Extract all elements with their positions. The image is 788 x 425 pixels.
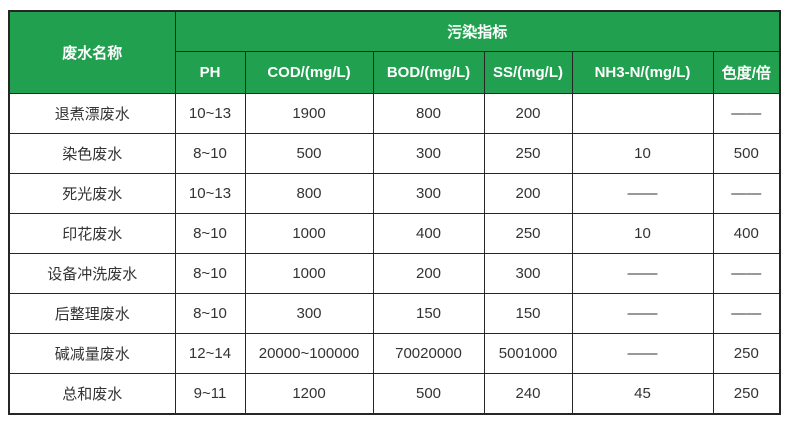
table-row: 印花废水 8~10 1000 400 250 10 400 bbox=[8, 213, 781, 254]
table-cell: 200 bbox=[483, 173, 573, 214]
table-row: 设备冲洗废水 8~10 1000 200 300 —— —— bbox=[8, 253, 781, 294]
table-row: 后整理废水 8~10 300 150 150 —— —— bbox=[8, 293, 781, 334]
table-row: 退煮漂废水 10~13 1900 800 200 —— bbox=[8, 93, 781, 134]
row-name: 总和废水 bbox=[8, 373, 176, 415]
table-cell: —— bbox=[571, 293, 714, 334]
row-name: 设备冲洗废水 bbox=[8, 253, 176, 294]
wastewater-pollution-table: 废水名称 污染指标 PH COD/(mg/L) BOD/(mg/L) SS/(mg/L… bbox=[8, 10, 782, 415]
table-cell bbox=[571, 93, 714, 134]
table-cell: 9~11 bbox=[174, 373, 246, 415]
row-name: 印花废水 bbox=[8, 213, 176, 254]
table-cell: 500 bbox=[712, 133, 781, 174]
table-cell: 200 bbox=[483, 93, 573, 134]
table-body: 退煮漂废水 10~13 1900 800 200 —— 染色废水 8~10 500 300 250 1… bbox=[8, 93, 781, 415]
table-cell: 45 bbox=[571, 373, 714, 415]
table-cell: —— bbox=[571, 333, 714, 374]
header-columns-row: PH COD/(mg/L) BOD/(mg/L) SS/(mg/L) NH3-N/(mg… bbox=[9, 51, 781, 94]
corner-header-wastewater-name: 废水名称 bbox=[8, 10, 176, 94]
table-cell: —— bbox=[712, 293, 781, 334]
column-header-0: PH bbox=[174, 51, 246, 94]
table-cell: 300 bbox=[372, 173, 485, 214]
table-cell: 5001000 bbox=[483, 333, 573, 374]
column-header-5: 色度/倍 bbox=[712, 51, 781, 94]
table-cell: 250 bbox=[712, 373, 781, 415]
table-cell: —— bbox=[712, 93, 781, 134]
column-header-3: SS/(mg/L) bbox=[483, 51, 573, 94]
table-cell: 150 bbox=[372, 293, 485, 334]
table-cell: 500 bbox=[244, 133, 374, 174]
column-header-4: NH3-N/(mg/L) bbox=[571, 51, 714, 94]
row-name: 死光废水 bbox=[8, 173, 176, 214]
table-cell: 8~10 bbox=[174, 133, 246, 174]
table-header: 废水名称 污染指标 PH COD/(mg/L) BOD/(mg/L) SS/(mg/L… bbox=[8, 10, 781, 94]
table-cell: 500 bbox=[372, 373, 485, 415]
table-cell: 400 bbox=[372, 213, 485, 254]
table-cell: 800 bbox=[244, 173, 374, 214]
table-cell: 1900 bbox=[244, 93, 374, 134]
table-cell: 150 bbox=[483, 293, 573, 334]
table-cell: 10~13 bbox=[174, 93, 246, 134]
row-name: 后整理废水 bbox=[8, 293, 176, 334]
table-cell: 8~10 bbox=[174, 253, 246, 294]
table-cell: 70020000 bbox=[372, 333, 485, 374]
table-cell: 20000~100000 bbox=[244, 333, 374, 374]
table-cell: —— bbox=[571, 253, 714, 294]
table-cell: 300 bbox=[372, 133, 485, 174]
table-cell: 8~10 bbox=[174, 213, 246, 254]
table-cell: 1200 bbox=[244, 373, 374, 415]
table-row: 总和废水 9~11 1200 500 240 45 250 bbox=[8, 373, 781, 415]
table-cell: 200 bbox=[372, 253, 485, 294]
table-cell: 300 bbox=[483, 253, 573, 294]
table-row: 染色废水 8~10 500 300 250 10 500 bbox=[8, 133, 781, 174]
table-cell: 12~14 bbox=[174, 333, 246, 374]
table-cell: 800 bbox=[372, 93, 485, 134]
table-cell: 250 bbox=[483, 213, 573, 254]
row-name: 退煮漂废水 bbox=[8, 93, 176, 134]
row-name: 碱减量废水 bbox=[8, 333, 176, 374]
table-cell: —— bbox=[571, 173, 714, 214]
table-cell: 10 bbox=[571, 213, 714, 254]
table-cell: 400 bbox=[712, 213, 781, 254]
table-cell: 10~13 bbox=[174, 173, 246, 214]
table-row: 碱减量废水 12~14 20000~100000 70020000 5001000 —— 2… bbox=[8, 333, 781, 374]
table-row: 死光废水 10~13 800 300 200 —— —— bbox=[8, 173, 781, 214]
row-name: 染色废水 bbox=[8, 133, 176, 174]
table-cell: 1000 bbox=[244, 253, 374, 294]
group-header-pollution-indicators: 污染指标 bbox=[174, 10, 781, 52]
table-cell: 240 bbox=[483, 373, 573, 415]
table-cell: 300 bbox=[244, 293, 374, 334]
table-cell: 250 bbox=[712, 333, 781, 374]
table-cell: —— bbox=[712, 173, 781, 214]
header-group-row: 废水名称 污染指标 bbox=[8, 10, 781, 94]
column-header-1: COD/(mg/L) bbox=[244, 51, 374, 94]
table-cell: 1000 bbox=[244, 213, 374, 254]
table-cell: —— bbox=[712, 253, 781, 294]
table-cell: 8~10 bbox=[174, 293, 246, 334]
table-cell: 250 bbox=[483, 133, 573, 174]
column-header-2: BOD/(mg/L) bbox=[372, 51, 485, 94]
table-cell: 10 bbox=[571, 133, 714, 174]
